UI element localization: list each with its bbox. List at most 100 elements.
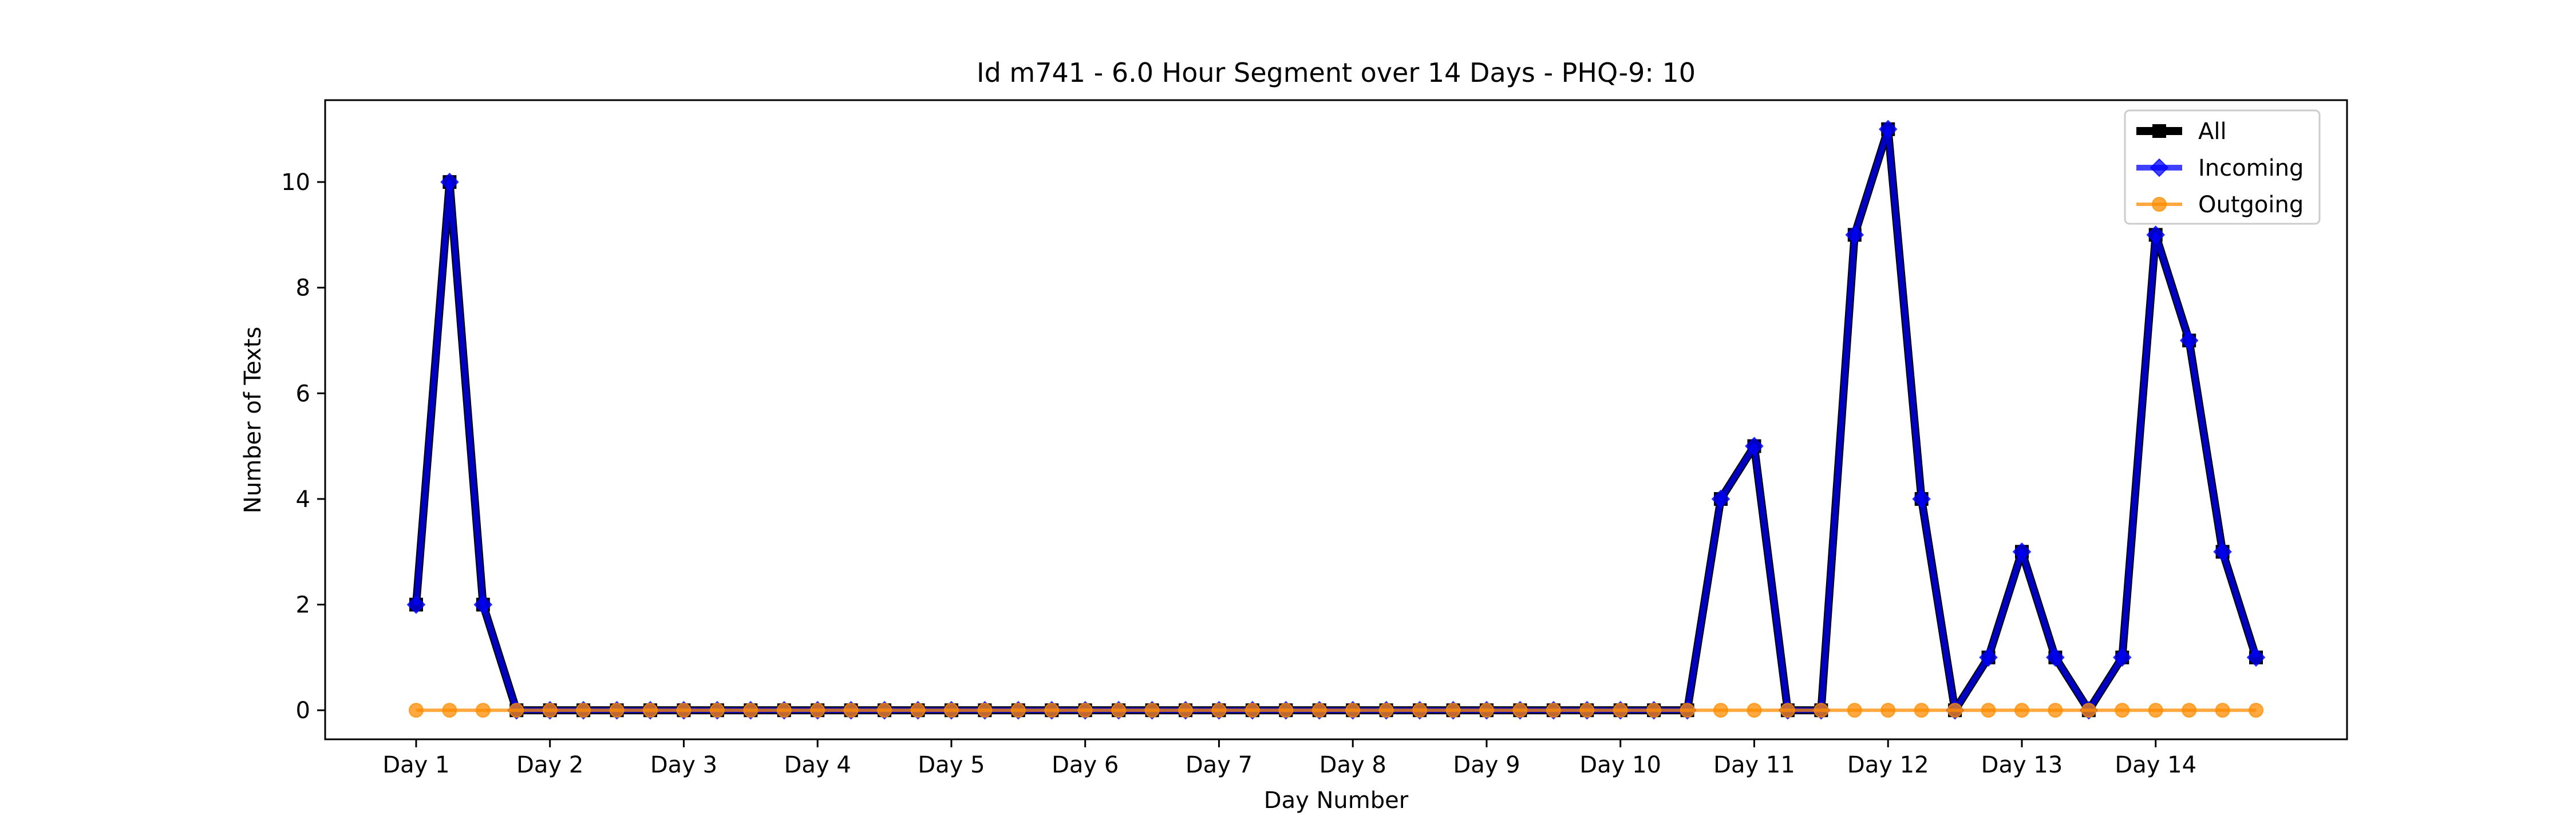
data-point-outgoing [1479, 703, 1494, 718]
x-tick-label: Day 11 [1713, 752, 1795, 778]
data-point-outgoing [1947, 703, 1963, 718]
data-point-outgoing [2014, 703, 2029, 718]
y-tick-label: 4 [296, 486, 310, 513]
data-point-outgoing [2115, 703, 2130, 718]
data-point-incoming [1745, 437, 1764, 456]
data-point-outgoing [576, 703, 591, 718]
data-point-outgoing [475, 703, 491, 718]
x-tick-label: Day 14 [2115, 752, 2196, 778]
y-tick-label: 10 [281, 169, 310, 196]
x-tick-label: Day 9 [1453, 752, 1520, 778]
data-point-outgoing [1077, 703, 1093, 718]
data-point-outgoing [709, 703, 725, 718]
x-tick-label: Day 12 [1847, 752, 1929, 778]
x-tick-label: Day 1 [382, 752, 449, 778]
data-point-incoming [2046, 648, 2065, 667]
y-tick-label: 0 [296, 698, 310, 724]
data-point-outgoing [1780, 703, 1795, 718]
data-point-incoming [1979, 648, 1998, 667]
data-point-incoming [406, 595, 426, 615]
data-point-outgoing [1044, 703, 1060, 718]
legend-label-incoming: Incoming [2198, 155, 2304, 181]
data-point-outgoing [1646, 703, 1662, 718]
data-point-outgoing [1546, 703, 1561, 718]
data-point-outgoing [542, 703, 558, 718]
data-point-outgoing [977, 703, 993, 718]
data-point-outgoing [1914, 703, 1929, 718]
data-point-outgoing [1680, 703, 1695, 718]
x-tick-label: Day 5 [918, 752, 985, 778]
data-point-outgoing [1579, 703, 1595, 718]
data-point-outgoing [1311, 703, 1327, 718]
data-point-outgoing [509, 703, 524, 718]
data-point-outgoing [843, 703, 859, 718]
legend: All Incoming Outgoing [2124, 109, 2321, 225]
data-point-outgoing [2048, 703, 2063, 718]
data-point-outgoing [2249, 703, 2264, 718]
legend-marker-all [2152, 124, 2166, 138]
data-point-outgoing [1345, 703, 1361, 718]
x-tick-label: Day 13 [1981, 752, 2063, 778]
data-point-outgoing [2081, 703, 2096, 718]
data-point-outgoing [910, 703, 926, 718]
plot-area: 0 2 4 6 8 10 Day 1 Day 2 Day 3 Day 4 Day 5 Day 6 Day… [281, 99, 2348, 778]
data-point-incoming [2213, 542, 2233, 561]
data-point-outgoing [810, 703, 825, 718]
data-point-outgoing [2182, 703, 2197, 718]
data-point-outgoing [1847, 703, 1862, 718]
data-point-outgoing [1613, 703, 1628, 718]
x-tick-label: Day 7 [1186, 752, 1253, 778]
data-point-outgoing [1211, 703, 1227, 718]
x-tick-label: Day 2 [516, 752, 583, 778]
y-axis-label: Number of Texts [240, 327, 266, 513]
data-point-outgoing [1747, 703, 1762, 718]
x-tick-label: Day 6 [1052, 752, 1119, 778]
legend-box [2124, 109, 2321, 225]
data-point-incoming [1711, 489, 1730, 509]
data-point-outgoing [609, 703, 625, 718]
y-tick-label: 6 [296, 381, 310, 407]
x-tick-label: Day 10 [1579, 752, 1661, 778]
data-point-outgoing [1144, 703, 1160, 718]
series-line-all [412, 125, 2260, 715]
data-point-outgoing [1445, 703, 1461, 718]
data-point-outgoing [1412, 703, 1428, 718]
data-point-outgoing [1880, 703, 1896, 718]
legend-marker-incoming [2150, 158, 2169, 177]
data-point-outgoing [1378, 703, 1394, 718]
data-point-incoming [440, 172, 459, 192]
y-tick-label: 8 [296, 275, 310, 302]
data-point-outgoing [643, 703, 658, 718]
x-tick-label: Day 8 [1319, 752, 1386, 778]
legend-marker-outgoing [2152, 197, 2167, 212]
x-tick-label: Day 3 [650, 752, 717, 778]
data-point-outgoing [1278, 703, 1294, 718]
data-point-outgoing [2148, 703, 2163, 718]
data-point-outgoing [408, 703, 424, 718]
data-point-incoming [2112, 648, 2132, 667]
data-point-outgoing [1512, 703, 1528, 718]
data-point-outgoing [1713, 703, 1729, 718]
legend-label-outgoing: Outgoing [2198, 192, 2304, 218]
data-point-incoming [473, 595, 493, 615]
data-point-incoming [2012, 542, 2032, 561]
x-axis-label: Day Number [1264, 787, 1409, 814]
data-point-outgoing [1111, 703, 1127, 718]
data-point-outgoing [877, 703, 892, 718]
data-point-outgoing [1814, 703, 1829, 718]
chart-title: Id m741 - 6.0 Hour Segment over 14 Days … [977, 57, 1696, 88]
plot-frame [324, 99, 2348, 740]
data-point-outgoing [1178, 703, 1194, 718]
data-point-incoming [1912, 489, 1931, 509]
legend-label-all: All [2198, 118, 2227, 145]
data-point-incoming [2146, 225, 2166, 244]
data-point-outgoing [943, 703, 959, 718]
data-point-outgoing [743, 703, 758, 718]
data-point-incoming [2246, 648, 2266, 667]
data-point-incoming [1845, 225, 1864, 244]
data-point-incoming [1878, 120, 1898, 139]
data-point-incoming [2179, 331, 2199, 350]
data-point-outgoing [2215, 703, 2230, 718]
